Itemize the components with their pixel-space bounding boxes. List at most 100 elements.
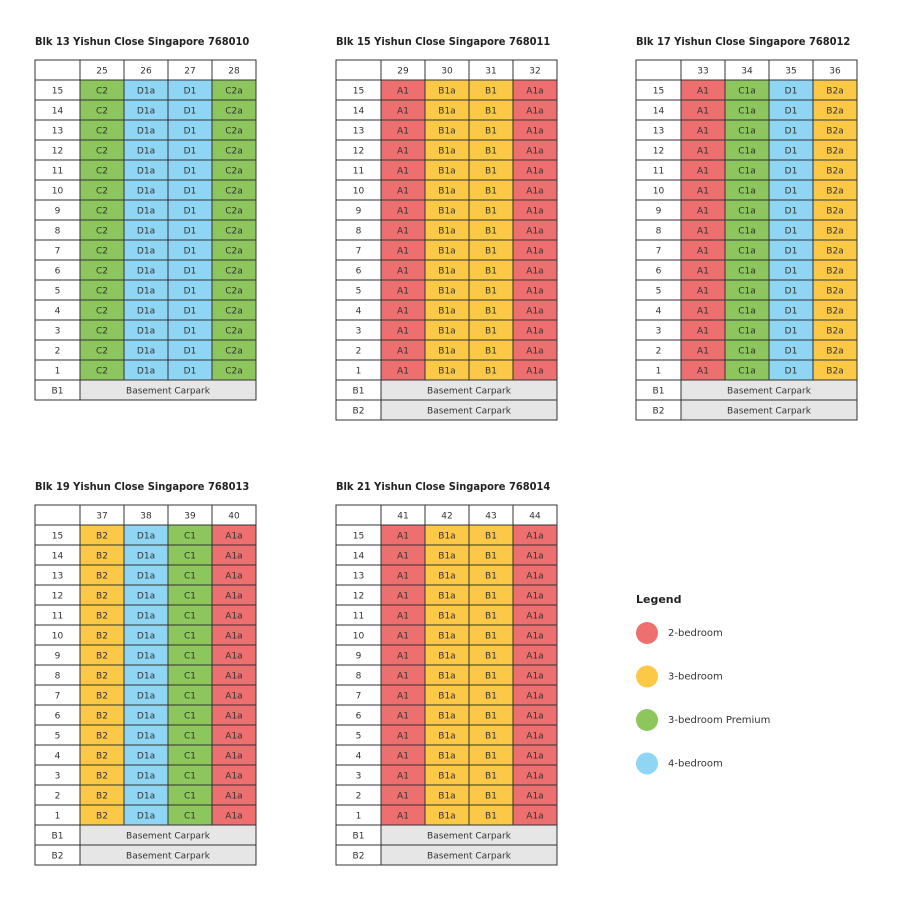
unit-number: 34 <box>741 67 753 77</box>
unit-type: A1 <box>397 712 409 722</box>
unit-type: C2 <box>96 267 108 277</box>
unit-type: D1 <box>184 327 197 337</box>
unit-type: B1 <box>485 247 497 257</box>
unit-type: C2 <box>96 287 108 297</box>
unit-type: A1a <box>225 732 242 742</box>
unit-type: B1a <box>438 87 455 97</box>
unit-type: D1 <box>184 247 197 257</box>
unit-type: D1 <box>785 327 798 337</box>
unit-type: B2a <box>826 247 843 257</box>
unit-type: A1 <box>697 347 709 357</box>
basement-level: B2 <box>353 407 365 417</box>
unit-type: B1a <box>438 247 455 257</box>
floor-label: 3 <box>55 327 61 337</box>
unit-type: D1a <box>137 612 155 622</box>
unit-number: 32 <box>529 67 540 77</box>
unit-type: B1a <box>438 227 455 237</box>
floor-label: 6 <box>356 712 362 722</box>
unit-type: B1a <box>438 147 455 157</box>
unit-type: B1a <box>438 532 455 542</box>
block-title: Blk 21 Yishun Close Singapore 768014 <box>336 480 550 493</box>
unit-type: B1 <box>485 187 497 197</box>
floor-label: 2 <box>356 347 362 357</box>
unit-type: B1 <box>485 572 497 582</box>
floor-label: 1 <box>356 367 362 377</box>
unit-type: A1a <box>526 207 543 217</box>
floor-label: 3 <box>356 772 362 782</box>
unit-type: D1 <box>184 207 197 217</box>
unit-type: D1a <box>137 552 155 562</box>
unit-type: A1 <box>697 207 709 217</box>
unit-type: D1 <box>184 307 197 317</box>
legend-label: 3-bedroom Premium <box>668 715 770 726</box>
unit-type: C2 <box>96 187 108 197</box>
floor-label: 15 <box>353 87 364 97</box>
unit-type: B2a <box>826 327 843 337</box>
unit-number: 27 <box>184 67 195 77</box>
basement-label: Basement Carpark <box>126 387 211 397</box>
unit-type: B2 <box>96 552 108 562</box>
unit-type: C2a <box>225 327 243 337</box>
floor-label: 1 <box>656 367 662 377</box>
header-cell <box>34 504 81 526</box>
unit-type: A1a <box>526 672 543 682</box>
unit-number: 44 <box>529 512 541 522</box>
unit-number: 39 <box>184 512 196 522</box>
unit-type: C2a <box>225 107 243 117</box>
floor-label: 5 <box>356 287 362 297</box>
unit-type: C1a <box>738 327 756 337</box>
unit-type: C2a <box>225 87 243 97</box>
floor-label: 4 <box>356 752 362 762</box>
basement-level: B1 <box>353 832 365 842</box>
unit-type: C2a <box>225 267 243 277</box>
unit-type: B1a <box>438 107 455 117</box>
unit-type: B1 <box>485 592 497 602</box>
unit-number: 38 <box>140 512 152 522</box>
floor-label: 14 <box>353 107 365 117</box>
unit-type: B1 <box>485 167 497 177</box>
unit-type: A1 <box>397 752 409 762</box>
unit-number: 42 <box>441 512 452 522</box>
unit-type: A1 <box>397 772 409 782</box>
unit-type: D1a <box>137 327 155 337</box>
unit-type: D1a <box>137 287 155 297</box>
unit-type: A1 <box>397 532 409 542</box>
unit-type: A1a <box>526 732 543 742</box>
unit-type: A1 <box>397 107 409 117</box>
unit-type: A1a <box>225 612 242 622</box>
unit-type: B1a <box>438 772 455 782</box>
unit-number: 29 <box>397 67 409 77</box>
unit-type: A1a <box>225 712 242 722</box>
header-cell <box>335 59 382 81</box>
legend-label: 2-bedroom <box>668 628 723 639</box>
floor-label: 2 <box>356 792 362 802</box>
unit-type: D1a <box>137 672 155 682</box>
unit-type: C2 <box>96 307 108 317</box>
unit-type: A1 <box>697 167 709 177</box>
floor-label: 8 <box>356 227 362 237</box>
floor-label: 10 <box>52 187 64 197</box>
unit-type: B1a <box>438 367 455 377</box>
unit-type: A1a <box>225 652 242 662</box>
floor-label: 8 <box>55 672 61 682</box>
unit-type: C1a <box>738 87 756 97</box>
unit-type: C1 <box>184 792 196 802</box>
unit-type: A1a <box>526 652 543 662</box>
unit-type: B2 <box>96 812 108 822</box>
unit-number: 40 <box>228 512 240 522</box>
unit-type: A1a <box>526 267 543 277</box>
unit-type: C1 <box>184 532 196 542</box>
legend-title: Legend <box>636 593 682 606</box>
unit-type: B1 <box>485 752 497 762</box>
unit-type: B1a <box>438 347 455 357</box>
unit-type: B1a <box>438 632 455 642</box>
floor-label: 5 <box>356 732 362 742</box>
floor-label: 9 <box>356 207 362 217</box>
floor-label: 6 <box>55 712 61 722</box>
floor-label: 2 <box>55 792 61 802</box>
unit-type: A1 <box>397 87 409 97</box>
unit-number: 30 <box>441 67 453 77</box>
unit-type: B1a <box>438 307 455 317</box>
unit-type: A1a <box>526 107 543 117</box>
